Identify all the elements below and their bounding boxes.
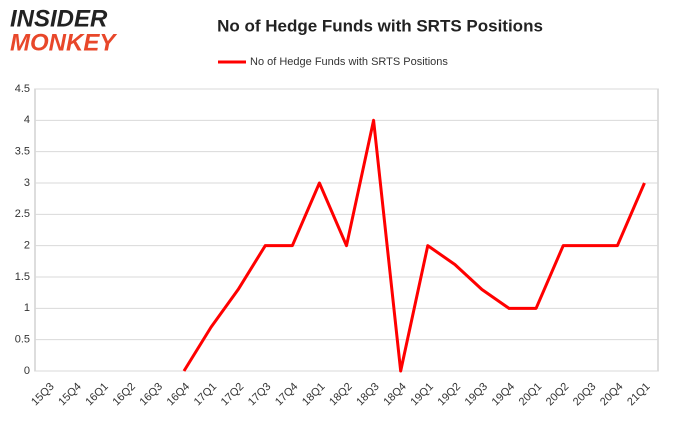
x-tick-label: 18Q2 (327, 381, 355, 409)
x-tick-label: 18Q4 (381, 381, 409, 409)
x-tick-label: 16Q4 (165, 381, 193, 409)
x-tick-label: 17Q3 (246, 381, 274, 409)
y-tick-label: 3 (24, 177, 30, 189)
x-tick-label: 20Q2 (544, 381, 572, 409)
x-tick-label: 16Q3 (138, 381, 166, 409)
y-tick-label: 3.5 (15, 146, 30, 158)
legend-label: No of Hedge Funds with SRTS Positions (250, 56, 448, 68)
y-tick-label: 4 (24, 114, 30, 126)
x-tick-label: 15Q4 (56, 381, 84, 409)
x-tick-label: 19Q3 (463, 381, 491, 409)
y-tick-label: 0 (24, 365, 30, 377)
x-tick-label: 16Q2 (110, 381, 138, 409)
x-tick-label: 18Q3 (354, 381, 382, 409)
x-tick-label: 17Q1 (192, 381, 220, 409)
x-tick-label: 17Q4 (273, 381, 301, 409)
y-tick-label: 4.5 (15, 83, 30, 95)
chart-title: No of Hedge Funds with SRTS Positions (217, 16, 543, 35)
y-tick-label: 1.5 (15, 271, 30, 283)
x-tick-label: 17Q2 (219, 381, 247, 409)
y-tick-label: 2 (24, 240, 30, 252)
y-tick-label: 0.5 (15, 334, 30, 346)
y-tick-label: 1 (24, 302, 30, 314)
logo-top: INSIDER (10, 5, 108, 32)
x-tick-label: 15Q3 (29, 381, 57, 409)
series-line (182, 118, 646, 373)
x-tick-label: 20Q3 (571, 381, 599, 409)
x-tick-label: 20Q1 (517, 381, 545, 409)
x-tick-label: 19Q1 (408, 381, 436, 409)
x-tick-label: 16Q1 (83, 381, 111, 409)
plot-frame (34, 88, 659, 372)
x-tick-label: 19Q2 (436, 381, 464, 409)
x-tick-label: 21Q1 (625, 381, 653, 409)
y-tick-label: 2.5 (15, 208, 30, 220)
x-tick-label: 20Q4 (598, 381, 626, 409)
logo-bottom: MONKEY (10, 29, 117, 56)
x-tick-label: 19Q4 (490, 381, 518, 409)
x-tick-label: 18Q1 (300, 381, 328, 409)
